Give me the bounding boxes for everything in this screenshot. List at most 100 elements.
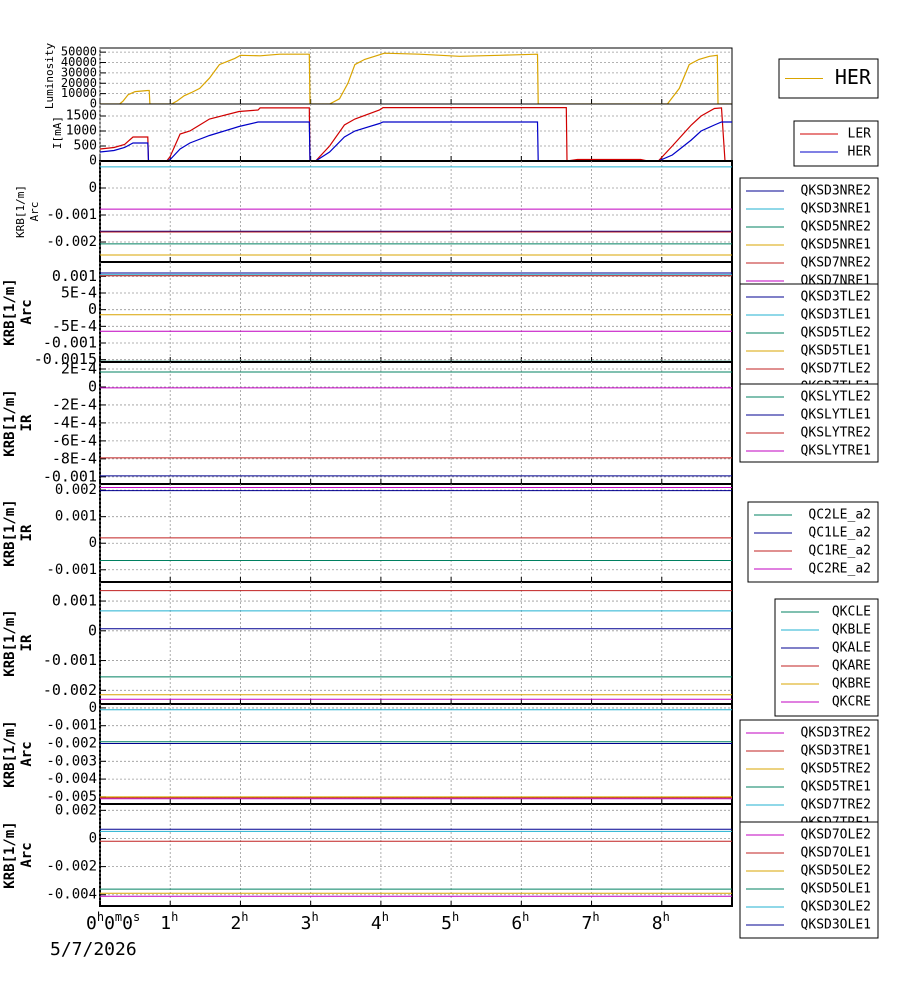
y-tick-label: -0.001 <box>43 334 97 352</box>
y-tick-label: -0.001 <box>46 207 97 223</box>
plot-area <box>99 703 733 805</box>
y-axis-label: KRB[1/m] <box>2 821 18 888</box>
legend-label: QKSD5NRE1 <box>801 238 871 253</box>
legend-label: QKSLYTLE2 <box>801 390 871 405</box>
legend-label: QC2RE_a2 <box>808 562 871 577</box>
y-axis-label: Luminosity <box>43 43 56 110</box>
y-axis-label: Arc <box>19 299 35 324</box>
y-axis-label: KRB[1/m] <box>2 278 18 345</box>
y-tick-label: 0.001 <box>52 592 97 610</box>
y-axis-label: I[mA] <box>51 116 64 149</box>
y-tick-label: 0 <box>88 621 97 639</box>
y-tick-label: 0.002 <box>55 482 97 498</box>
legend-label: QKSD3TLE1 <box>801 308 871 323</box>
plot-area <box>99 581 733 705</box>
y-tick-label: -8E-4 <box>52 449 97 467</box>
plot-area <box>99 483 733 583</box>
x-tick-label: 1h <box>160 910 178 935</box>
legend-label: QKSD7OLE1 <box>801 846 871 861</box>
legend-label: QKSD3OLE1 <box>801 918 871 933</box>
legend-box <box>739 283 879 393</box>
y-tick-label: 10000 <box>61 86 97 100</box>
legend-label: QKSD7OLE2 <box>801 828 871 843</box>
y-axis-label: IR <box>19 414 35 431</box>
y-tick-label: 0.001 <box>55 509 97 525</box>
y-tick-label: -4E-4 <box>52 413 97 431</box>
legend-box <box>739 177 879 297</box>
legend-label: QKSD5OLE1 <box>801 882 871 897</box>
legend-label: QC1LE_a2 <box>808 526 871 541</box>
y-tick-label: -6E-4 <box>52 431 97 449</box>
x-tick-label: 0h0m0s <box>86 910 140 935</box>
y-tick-label: -0.004 <box>46 771 97 787</box>
legend-label: LER <box>848 127 872 142</box>
y-tick-label: -2E-4 <box>52 395 97 413</box>
legend-label: QC1RE_a2 <box>808 544 871 559</box>
y-tick-label: 0 <box>89 154 97 169</box>
x-tick-label: 2h <box>230 910 248 935</box>
series-line <box>100 52 732 105</box>
legend: LER HER <box>793 120 879 167</box>
legend: QKCLE QKBLE QKALE QKARE QKBRE QKCRE <box>774 598 879 717</box>
plot-area <box>99 261 733 363</box>
legend-label: QKCLE <box>832 605 871 620</box>
y-tick-label: -0.001 <box>46 562 97 578</box>
legend-label: HER <box>848 145 872 160</box>
legend: QKSLYTLE2 QKSLYTLE1 QKSLYTRE2 QKSLYTRE1 <box>739 383 879 463</box>
legend: HER <box>778 58 879 99</box>
legend-label: QKSD5NRE2 <box>801 220 871 235</box>
y-axis-label: Arc <box>19 842 35 867</box>
y-axis-label: KRB[1/m] <box>2 609 18 676</box>
y-tick-label: 0.002 <box>55 802 97 818</box>
y-tick-label: -0.0015 <box>34 350 97 368</box>
legend-label: QKSLYTLE1 <box>801 408 871 423</box>
y-tick-label: -0.002 <box>46 859 97 875</box>
legend-label: QKSD5TRE2 <box>801 762 871 777</box>
y-axis-label: KRB[1/m] <box>2 389 18 456</box>
legend-label: QKSD5TLE1 <box>801 344 871 359</box>
y-tick-label: -0.002 <box>46 736 97 752</box>
y-tick-label: -5E-4 <box>52 317 97 335</box>
y-tick-label: 0.001 <box>52 267 97 285</box>
y-tick-label: 5E-4 <box>61 284 97 302</box>
legend-label: QKBRE <box>832 677 871 692</box>
legend-label: QC2LE_a2 <box>808 508 871 523</box>
panel: -0.002 -0.001 0 KRB[1/m] Arc <box>14 160 733 263</box>
y-tick-label: 20000 <box>61 76 97 90</box>
y-tick-label: 0 <box>89 830 97 846</box>
legend-label: QKSD3TLE2 <box>801 290 871 305</box>
y-tick-label: 500 <box>74 139 97 154</box>
legend-box <box>739 821 879 939</box>
y-axis-label: Arc <box>19 741 35 766</box>
y-tick-label: 0 <box>88 377 97 395</box>
legend: QKSD3TRE2 QKSD3TRE1 QKSD5TRE2 QKSD5TRE1 QKSD… <box>739 719 879 836</box>
legend-box <box>774 598 879 717</box>
y-tick-label: -0.005 <box>46 789 97 805</box>
panel: -0.005 -0.004 -0.003-0.002 -0.001 0 KRB[1/m] A… <box>2 700 733 805</box>
y-tick-label: -0.002 <box>43 681 97 699</box>
legend: QKSD3NRE2 QKSD3NRE1 QKSD5NRE2 QKSD5NRE1 QKSD… <box>739 177 879 297</box>
x-tick-label: 8h <box>652 910 670 935</box>
legend-label: QKSD7NRE2 <box>801 256 871 271</box>
legend-label: QKSD3TRE2 <box>801 726 871 741</box>
y-tick-label: -0.002 <box>46 234 97 250</box>
y-tick-label: -0.001 <box>43 467 97 485</box>
x-tick-label: 5h <box>441 910 459 935</box>
y-tick-label: 0 <box>88 300 97 318</box>
y-tick-label: 1500 <box>66 109 97 124</box>
y-axis-label: KRB[1/m] <box>14 185 27 238</box>
x-tick-label: 6h <box>511 910 529 935</box>
y-axis-label: IR <box>19 524 35 541</box>
y-tick-label: 30000 <box>61 65 97 79</box>
y-tick-label: 50000 <box>61 45 97 59</box>
plot-area <box>99 47 733 105</box>
legend-label: QKALE <box>832 641 871 656</box>
x-tick-label: 4h <box>371 910 389 935</box>
legend-box <box>739 719 879 836</box>
y-axis-label: KRB[1/m] <box>2 499 18 566</box>
